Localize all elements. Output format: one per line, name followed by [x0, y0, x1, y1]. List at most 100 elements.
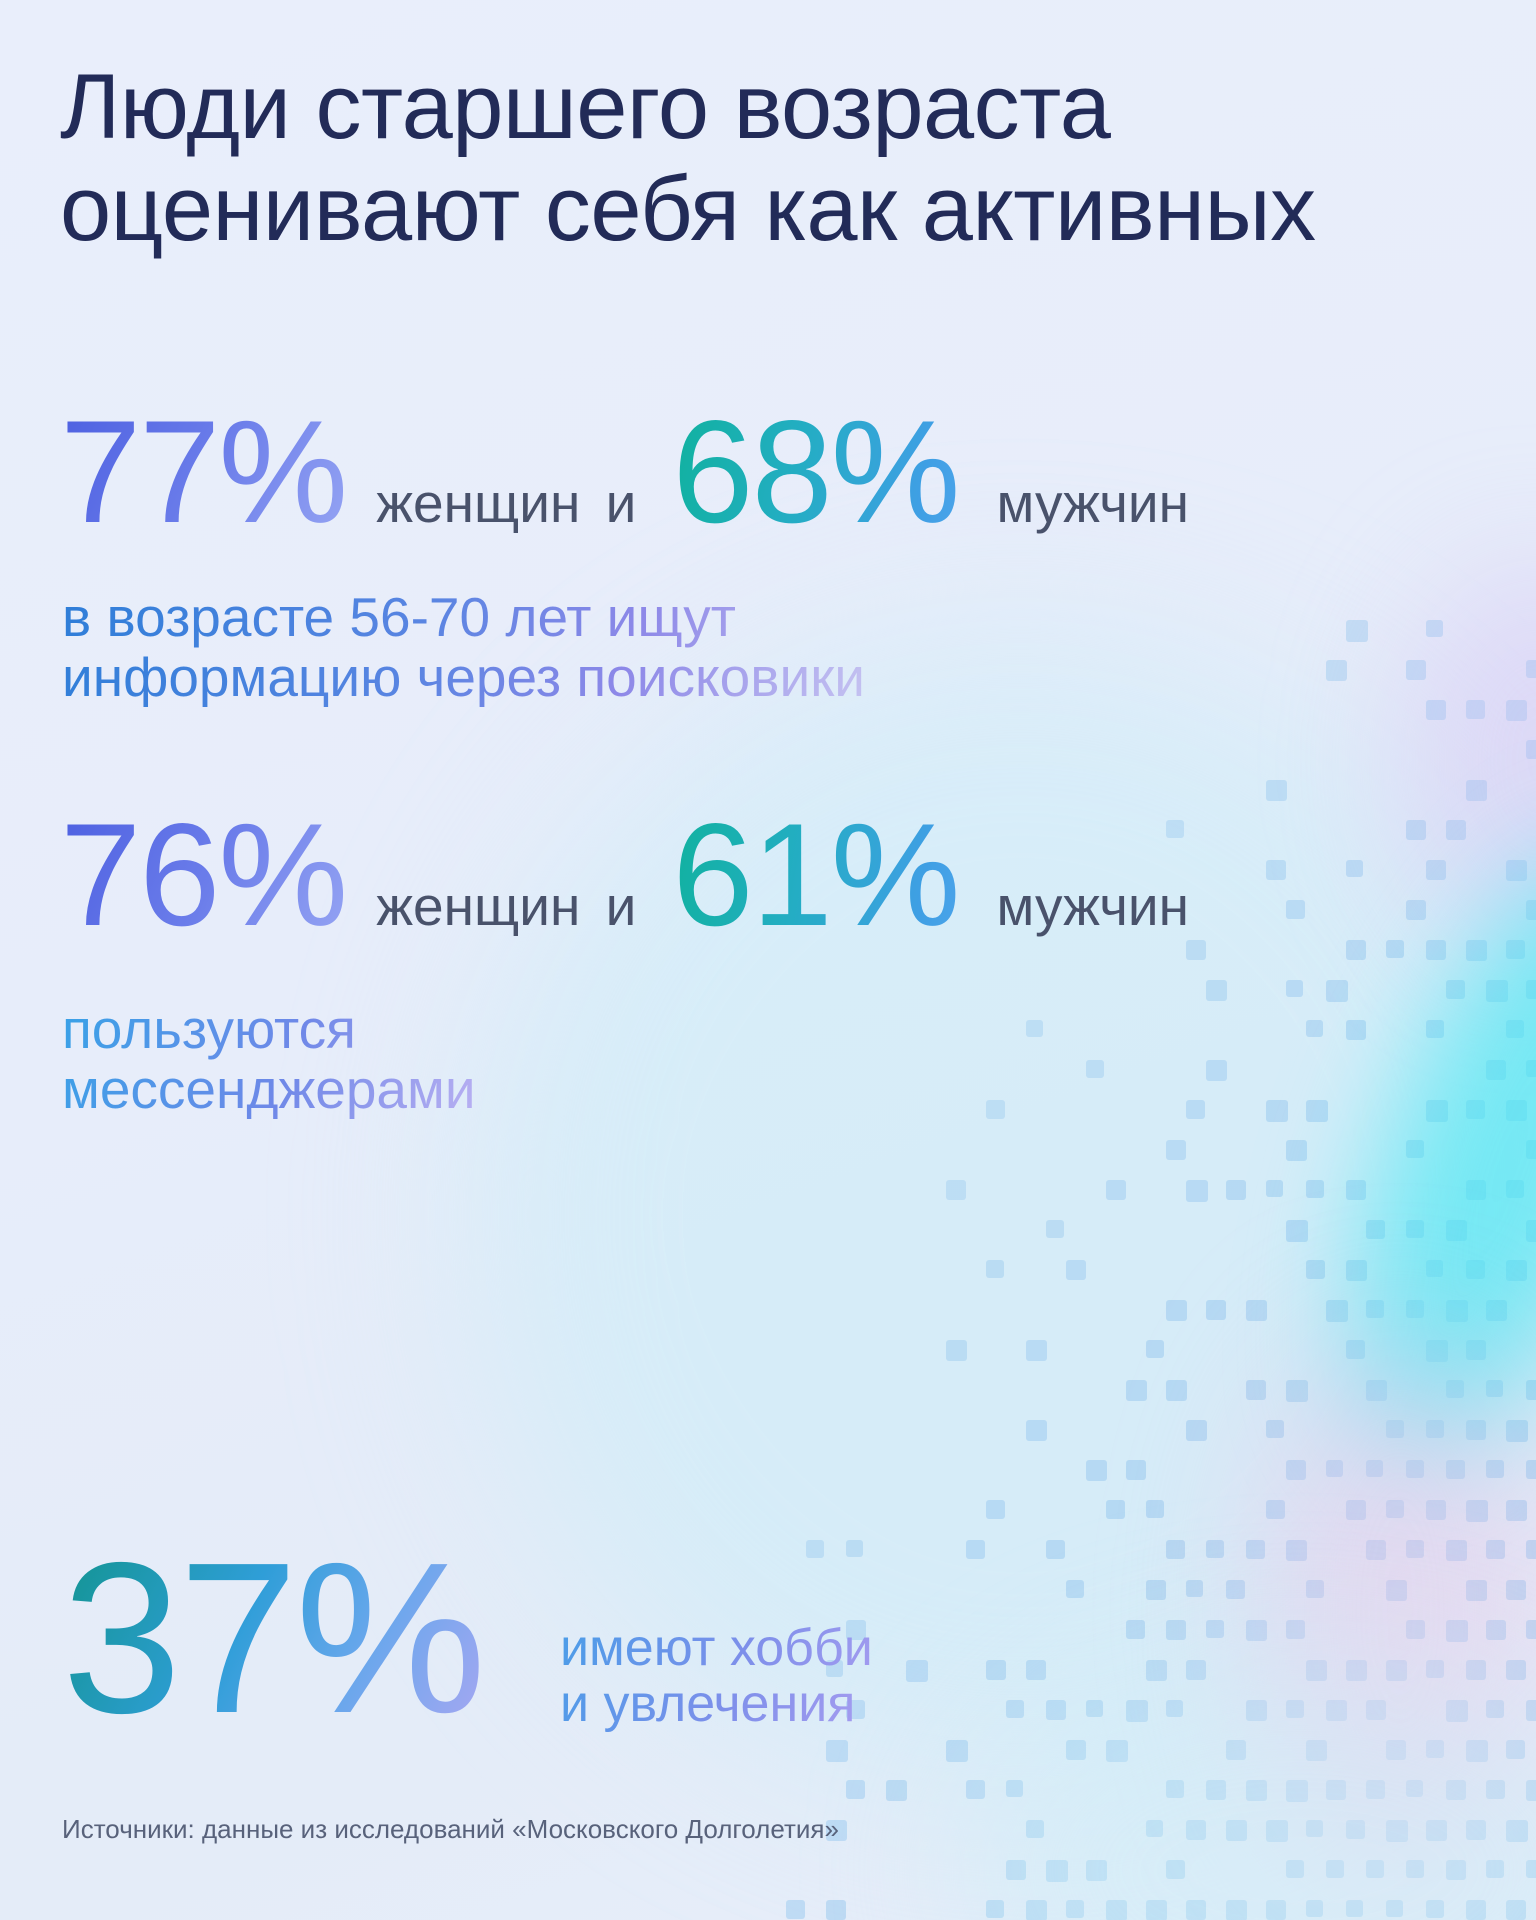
- pattern-square: [1166, 1540, 1186, 1560]
- messengers-women-label: женщин и: [376, 875, 637, 937]
- pattern-square: [1106, 1180, 1127, 1201]
- pattern-square: [1246, 1300, 1267, 1321]
- search-description: в возрасте 56-70 лет ищут информацию чер…: [62, 586, 865, 708]
- pattern-square: [986, 1500, 1005, 1519]
- pattern-square: [846, 1620, 866, 1640]
- pattern-square: [1186, 1180, 1208, 1202]
- pattern-square: [1266, 860, 1286, 880]
- pattern-square: [1086, 1060, 1104, 1078]
- pattern-square: [1306, 1260, 1326, 1280]
- pattern-square: [946, 1740, 968, 1762]
- pattern-square: [986, 1260, 1005, 1279]
- pattern-square: [1506, 860, 1527, 881]
- pattern-square: [1526, 660, 1536, 679]
- messengers-men-value: 61%: [672, 793, 960, 956]
- pattern-square: [1266, 1100, 1288, 1122]
- pattern-square: [1286, 1220, 1308, 1242]
- page-title-line2: оценивают себя как активных: [60, 158, 1316, 260]
- pattern-square: [1526, 1460, 1536, 1479]
- pattern-square: [1126, 1620, 1145, 1639]
- stat-row-messengers: 76% женщин и 61% мужчин: [60, 802, 1189, 948]
- search-women-value: 77%: [60, 390, 348, 553]
- pattern-square: [846, 1780, 866, 1800]
- pattern-square: [806, 1540, 824, 1558]
- pattern-square: [1186, 1580, 1204, 1598]
- pattern-square: [826, 1660, 844, 1678]
- pattern-square: [966, 1540, 986, 1560]
- pattern-square: [1046, 1700, 1067, 1721]
- pattern-square: [1046, 1540, 1065, 1559]
- pattern-square: [1346, 860, 1363, 877]
- search-men-value: 68%: [672, 390, 960, 553]
- pattern-square: [1386, 940, 1405, 959]
- pattern-square: [1166, 1140, 1186, 1160]
- pattern-square: [1286, 980, 1304, 998]
- pattern-square: [846, 1700, 865, 1719]
- stat-row-search: 77% женщин и 68% мужчин: [60, 399, 1189, 545]
- page-title: Люди старшего возраста оценивают себя ка…: [60, 56, 1480, 260]
- search-men-label: мужчин: [996, 472, 1190, 534]
- pattern-square: [1426, 940, 1447, 961]
- pattern-square: [1346, 620, 1368, 642]
- pattern-square: [826, 1900, 846, 1920]
- pattern-square: [966, 1780, 986, 1800]
- pattern-square: [1346, 1180, 1367, 1201]
- hobby-value: 37%: [62, 1517, 486, 1758]
- pattern-square: [1326, 980, 1348, 1002]
- pattern-square: [1026, 1660, 1046, 1680]
- pattern-square: [1406, 660, 1426, 680]
- pattern-square: [1026, 1340, 1048, 1362]
- pattern-square: [1306, 1020, 1324, 1038]
- pattern-square: [1426, 860, 1447, 881]
- pattern-square: [1466, 700, 1485, 719]
- pattern-square: [1106, 1500, 1125, 1519]
- pattern-square: [1246, 1380, 1266, 1400]
- pattern-square: [1146, 1500, 1164, 1518]
- page-title-line1: Люди старшего возраста: [60, 56, 1111, 158]
- pattern-square: [1146, 1580, 1167, 1601]
- pattern-square: [1066, 1260, 1086, 1280]
- messengers-description: пользуются мессенджерами: [62, 998, 476, 1120]
- pattern-square: [1306, 1180, 1324, 1198]
- pattern-square: [1446, 820, 1466, 840]
- pattern-square: [1426, 620, 1444, 638]
- source-note: Источники: данные из исследований «Моско…: [62, 1814, 839, 1844]
- pattern-square: [826, 1820, 847, 1841]
- pattern-square: [1206, 1300, 1227, 1321]
- pattern-square: [1186, 1420, 1207, 1441]
- pattern-square: [1266, 1420, 1284, 1438]
- pattern-square: [1286, 900, 1305, 919]
- pattern-square: [906, 1660, 928, 1682]
- pattern-square: [1166, 1620, 1186, 1640]
- pattern-square: [886, 1780, 908, 1802]
- pattern-square: [1126, 1380, 1147, 1401]
- pattern-square: [1226, 1180, 1246, 1200]
- pattern-square: [1146, 1660, 1167, 1681]
- pattern-square: [1426, 700, 1446, 720]
- pattern-square: [786, 1900, 805, 1919]
- pattern-square: [1206, 1060, 1227, 1081]
- pattern-square: [1166, 820, 1184, 838]
- pattern-square: [826, 1740, 848, 1762]
- pattern-square: [1166, 1380, 1188, 1402]
- pattern-square: [1286, 1140, 1307, 1161]
- pattern-square: [1266, 780, 1287, 801]
- pattern-square: [1006, 1700, 1025, 1719]
- pattern-square: [1226, 1580, 1245, 1599]
- pattern-square: [1466, 780, 1488, 802]
- pattern-square: [1326, 660, 1347, 681]
- pattern-square: [1166, 1300, 1188, 1322]
- pattern-square: [946, 1340, 967, 1361]
- pattern-square: [1406, 820, 1426, 840]
- search-women-label: женщин и: [376, 472, 637, 534]
- pattern-square: [1186, 1100, 1205, 1119]
- pattern-square: [1406, 900, 1426, 920]
- pattern-square: [1066, 1580, 1085, 1599]
- pattern-square: [1206, 980, 1228, 1002]
- pattern-square: [1046, 1220, 1065, 1239]
- pattern-square: [1206, 1620, 1224, 1638]
- pattern-square: [1086, 1460, 1108, 1482]
